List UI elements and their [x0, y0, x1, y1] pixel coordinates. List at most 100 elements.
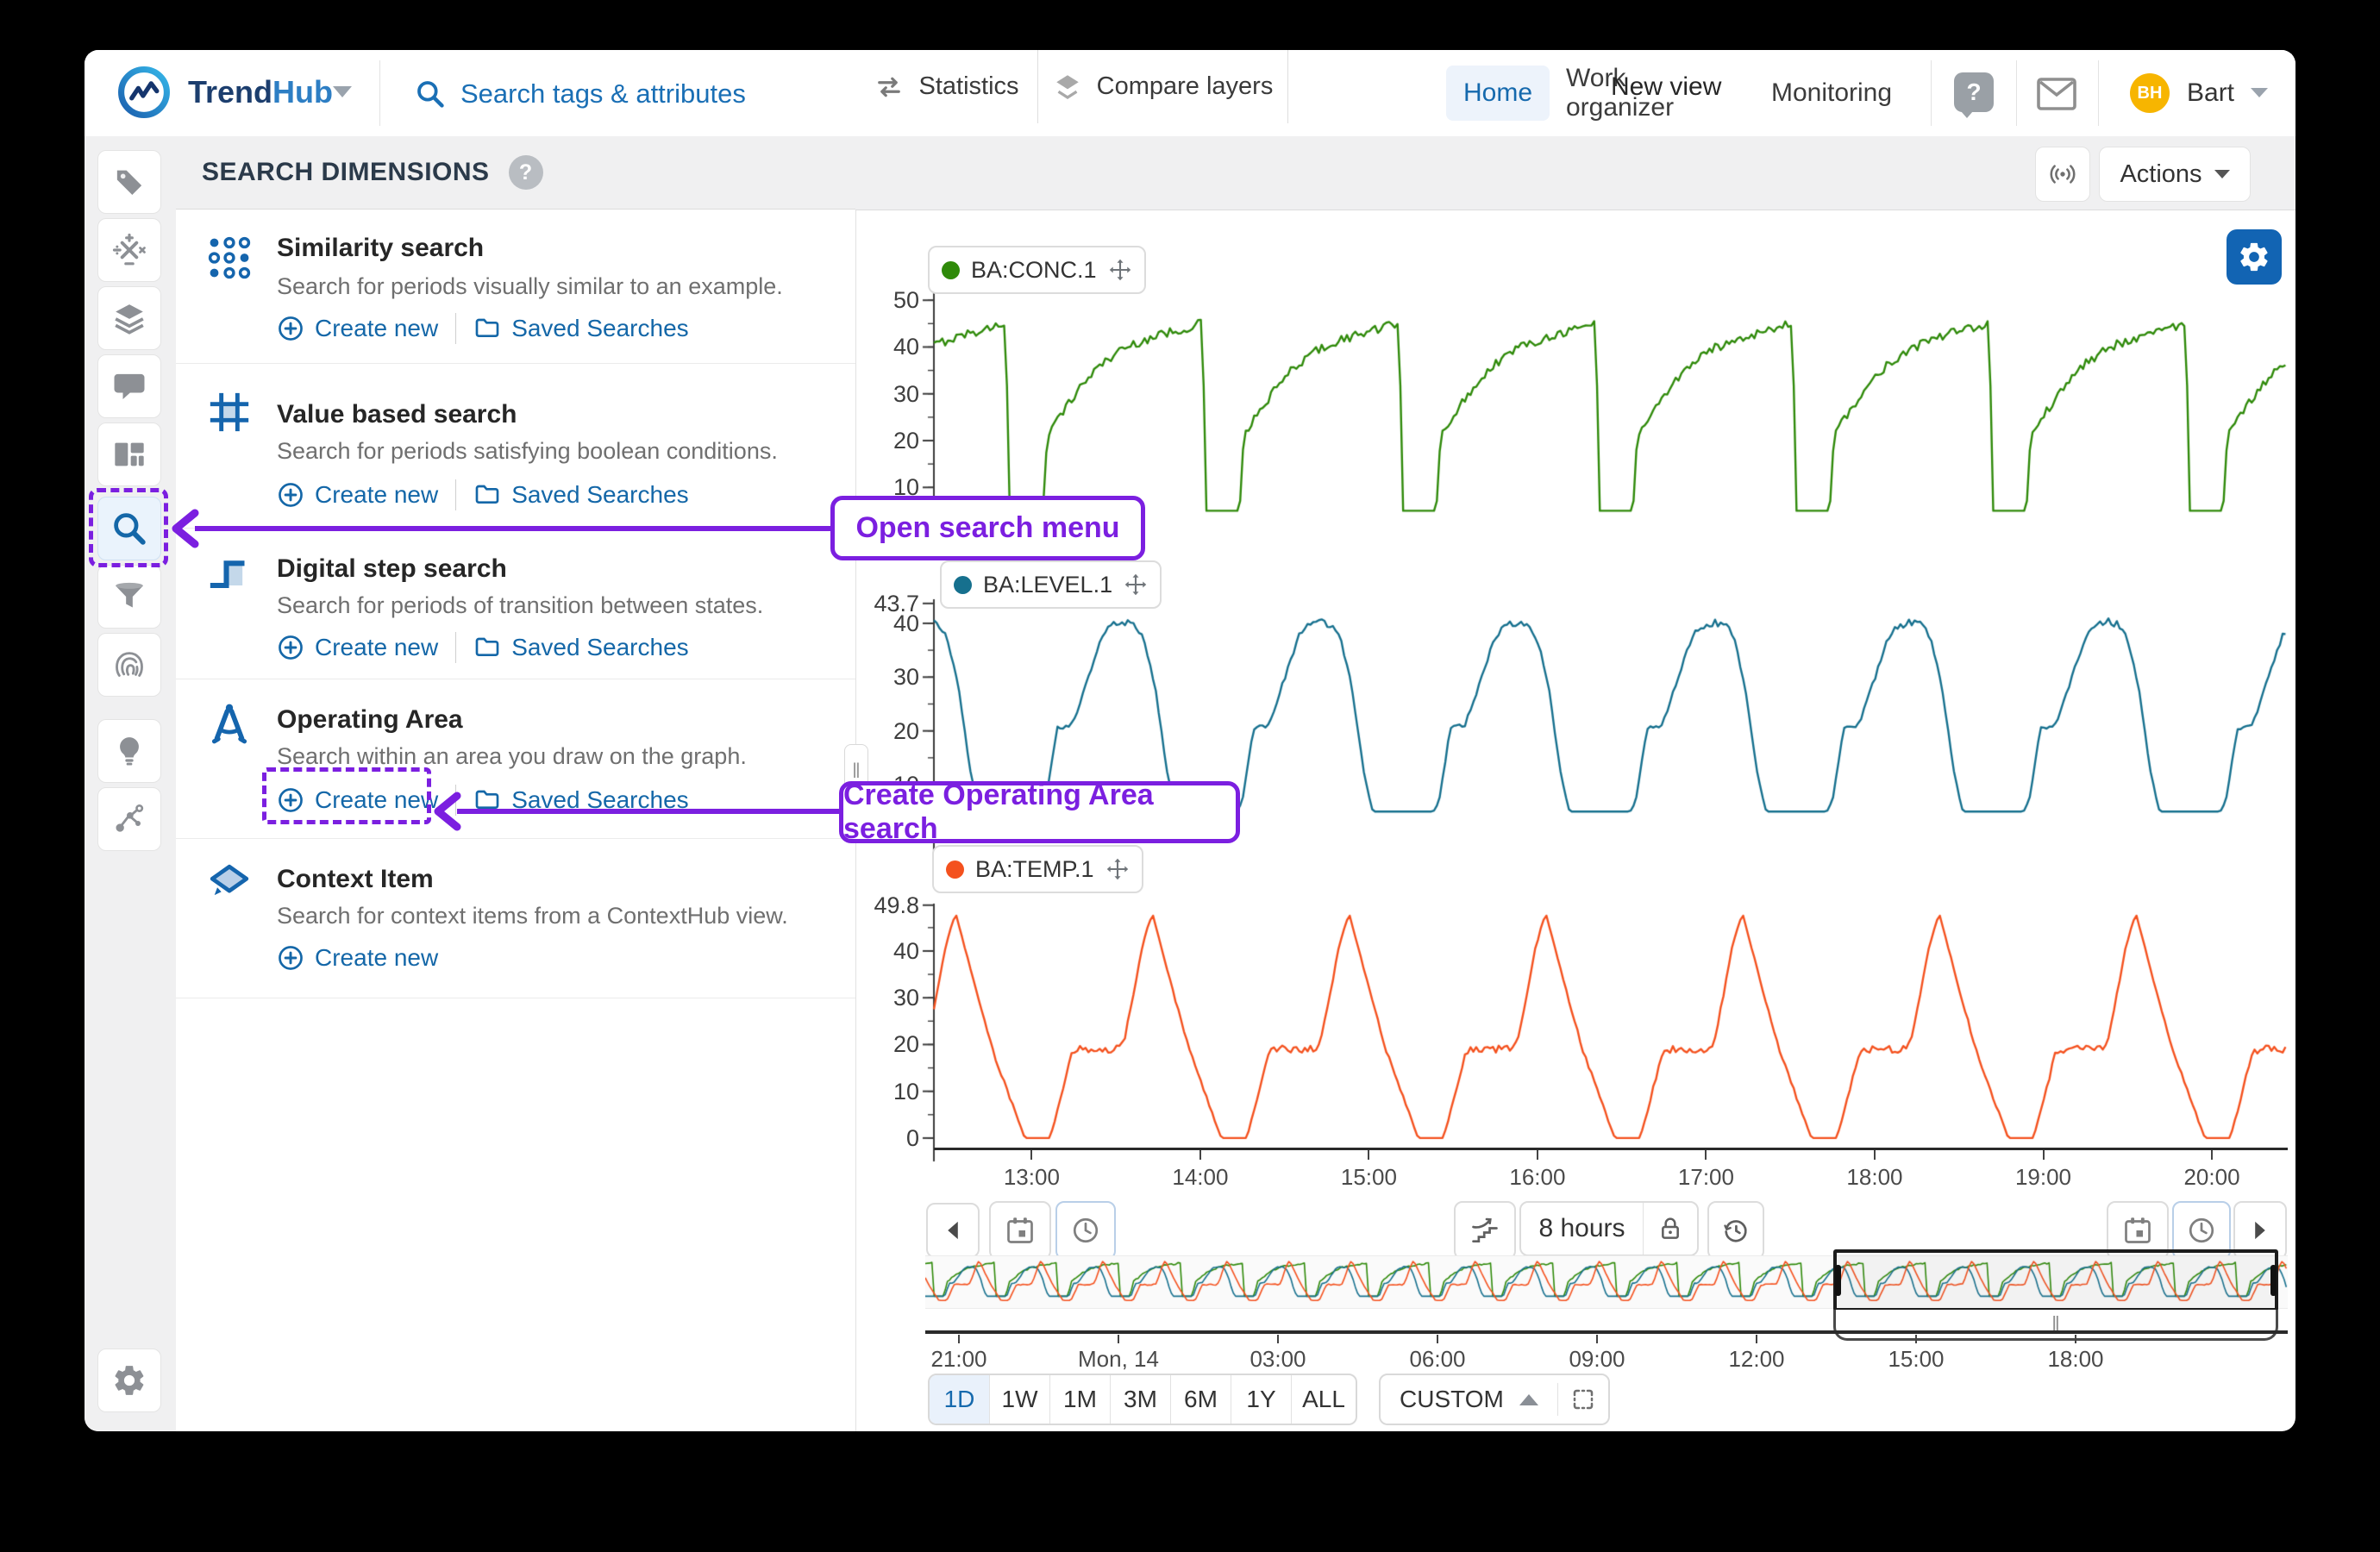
range-all-button[interactable]: ALL [1302, 1386, 1345, 1412]
lock-icon [1657, 1215, 1684, 1242]
history-button[interactable] [1707, 1201, 1764, 1260]
caret-up-icon [1519, 1393, 1538, 1405]
saved-searches-operating-area-button[interactable]: Saved Searches [473, 786, 689, 814]
axis-tick-label [958, 1335, 960, 1343]
overview-chart[interactable] [925, 1257, 2288, 1305]
overview-selection-box[interactable] [1833, 1249, 2278, 1311]
overview-selection-handle[interactable]: ‖ [1833, 1310, 2278, 1341]
duration-button[interactable]: 8 hours [1521, 1203, 1644, 1255]
sidebar-item-recommendations[interactable] [97, 719, 161, 783]
search-icon [110, 510, 148, 548]
search-input[interactable]: Search tags & attributes [460, 78, 746, 109]
arrow-head-left-icon [172, 509, 199, 548]
create-new-context-item-button[interactable]: Create new [277, 944, 438, 972]
annotation-open-search-menu: Open search menu [830, 496, 1145, 560]
range-1d-button[interactable]: 1D [930, 1375, 990, 1424]
plus-circle-icon [277, 634, 304, 661]
nav-tab-work-organizer[interactable]: Work organizer [1566, 64, 1675, 122]
axis-tick-label: 40 [892, 334, 919, 360]
range-1y-button[interactable]: 1Y [1231, 1375, 1292, 1424]
selection-right-grip[interactable] [2270, 1265, 2277, 1296]
sidebar-item-tags[interactable] [97, 150, 161, 214]
annotation-create-operating-area: Create Operating Area search [839, 779, 1240, 845]
create-new-similarity-button[interactable]: Create new [277, 315, 438, 342]
compare-layers-button[interactable]: Compare layers [1037, 50, 1288, 123]
compare-layers-icon [1052, 72, 1083, 103]
statistics-button[interactable]: Statistics [855, 50, 1038, 123]
lock-duration-button[interactable] [1644, 1203, 1697, 1255]
sidebar-item-search[interactable] [97, 497, 161, 560]
axis-tick-label: 18:00 [2047, 1346, 2104, 1372]
sidebar-item-context-graph[interactable] [97, 787, 161, 851]
range-1w-button[interactable]: 1W [990, 1375, 1050, 1424]
axis-tick-label: 03:00 [1250, 1346, 1306, 1372]
trend-chart-temp[interactable] [912, 902, 2288, 1167]
sidebar-item-calculations[interactable] [97, 218, 161, 282]
panel-help-icon[interactable]: ? [508, 155, 543, 190]
move-icon[interactable] [1105, 857, 1130, 881]
sidebar-item-settings[interactable] [97, 1349, 161, 1412]
search-item-context-item: Context Item Search for context items fr… [176, 839, 855, 998]
start-date-button[interactable] [989, 1201, 1051, 1260]
saved-searches-similarity-button[interactable]: Saved Searches [473, 315, 689, 342]
selection-left-grip[interactable] [1835, 1265, 1841, 1296]
series-name: BA:CONC.1 [971, 256, 1097, 283]
context-item-icon [205, 860, 254, 908]
create-new-value-button[interactable]: Create new [277, 481, 438, 509]
gear-icon [111, 1362, 147, 1399]
help-icon[interactable]: ? [1954, 72, 1994, 118]
mail-icon[interactable] [2036, 76, 2077, 112]
saved-searches-value-button[interactable]: Saved Searches [473, 481, 689, 509]
series-color-dot [942, 260, 960, 279]
nav-tab-monitoring[interactable]: Monitoring [1770, 78, 1893, 107]
axis-tick-label: 20 [892, 428, 919, 454]
saved-searches-digital-step-button[interactable]: Saved Searches [473, 634, 689, 661]
search-dimensions-panel [176, 136, 856, 1431]
sidebar-item-fingerprint[interactable] [97, 633, 161, 697]
fingerprint-icon [112, 648, 147, 682]
axis-tick-label: 19:00 [2014, 1164, 2072, 1190]
avatar[interactable]: BH [2130, 73, 2170, 113]
sidebar-item-filter[interactable] [97, 565, 161, 629]
context-graph-icon [112, 802, 147, 836]
create-new-operating-area-button[interactable]: Create new [277, 786, 438, 814]
sidebar-item-comments[interactable] [97, 354, 161, 418]
move-icon[interactable] [1108, 258, 1132, 282]
search-item-description: Search for context items from a ContextH… [277, 903, 788, 929]
layers-icon [112, 301, 147, 335]
range-6m-button[interactable]: 6M [1171, 1375, 1231, 1424]
chevron-left-icon [943, 1219, 962, 1242]
custom-range-button[interactable]: CUSTOM [1381, 1386, 1557, 1413]
digital-step-search-icon [205, 549, 254, 598]
axis-tick-label [1368, 1150, 1370, 1160]
live-broadcast-button[interactable] [2035, 147, 2090, 202]
chart-settings-button[interactable] [2227, 229, 2282, 285]
actions-button[interactable]: Actions [2099, 147, 2251, 202]
plus-circle-icon [277, 315, 304, 342]
legend-chip-conc[interactable]: BA:CONC.1 [928, 246, 1146, 294]
user-menu-caret-icon[interactable] [2251, 88, 2268, 97]
axis-tick-label [1756, 1335, 1757, 1343]
pan-left-button[interactable] [926, 1203, 980, 1258]
sidebar-item-layers[interactable] [97, 286, 161, 350]
search-item-title: Operating Area [277, 705, 463, 734]
axis-tick-label: 15:00 [1340, 1164, 1397, 1190]
create-new-digital-step-button[interactable]: Create new [277, 634, 438, 661]
axis-tick-label: 20:00 [2183, 1164, 2240, 1190]
filter-icon [112, 579, 147, 614]
range-1m-button[interactable]: 1M [1050, 1375, 1111, 1424]
fit-range-button[interactable] [1558, 1386, 1608, 1412]
legend-chip-level[interactable]: BA:LEVEL.1 [940, 560, 1162, 609]
start-time-button[interactable] [1055, 1201, 1116, 1260]
arrow-head-left-icon [434, 792, 461, 831]
sidebar-item-dashboard[interactable] [97, 422, 161, 486]
legend-chip-temp[interactable]: BA:TEMP.1 [932, 845, 1143, 893]
search-item-description: Search for periods of transition between… [277, 592, 764, 618]
nav-tab-home[interactable]: Home [1446, 66, 1550, 121]
visualisation-button[interactable] [1454, 1201, 1516, 1260]
actions-caret-icon [2214, 170, 2230, 178]
brand-dropdown-caret-icon[interactable] [333, 86, 352, 97]
view-title: New view [1611, 72, 1722, 101]
move-icon[interactable] [1124, 573, 1148, 597]
range-3m-button[interactable]: 3M [1111, 1375, 1171, 1424]
